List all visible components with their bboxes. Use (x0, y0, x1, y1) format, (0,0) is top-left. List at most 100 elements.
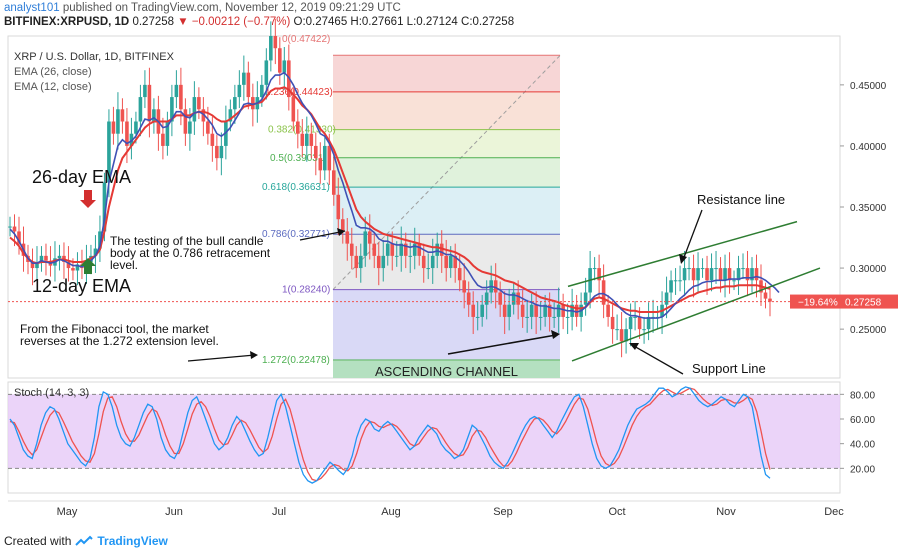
stoch-tick-label: 60.00 (850, 415, 875, 426)
candle-body (763, 292, 768, 299)
bull-candle-note: The testing of the bull candle (110, 234, 264, 248)
candle-body (696, 268, 700, 281)
candle-body (138, 97, 143, 122)
candle-body (327, 145, 332, 171)
candle-body (403, 243, 408, 256)
resistance-channel-line (567, 220, 798, 288)
ascending-channel-box (333, 360, 560, 378)
fib-trend-line (332, 55, 561, 290)
candle-body (705, 268, 709, 281)
candle-body (269, 36, 273, 61)
x-tick-label: Jul (272, 506, 286, 518)
candle-body (412, 243, 417, 256)
candle-body (345, 231, 350, 244)
candle-body (242, 72, 246, 85)
stoch-k-line (9, 386, 771, 484)
fib-level-label: 0.786(0.32771) (262, 229, 330, 240)
candle-body (354, 255, 359, 269)
last-price: 0.27258 (132, 16, 175, 28)
fib-note: From the Fibonacci tool, the market (20, 322, 209, 336)
candle-body (466, 292, 471, 305)
candle-body (381, 255, 386, 269)
candle-body (646, 316, 651, 330)
candle-body (745, 268, 750, 281)
candle-body (520, 304, 525, 317)
candle-body (201, 109, 206, 122)
x-tick-label: Nov (716, 506, 736, 518)
candle-body (183, 109, 188, 134)
author-link[interactable]: analyst101 (4, 2, 60, 14)
candle-body (750, 268, 754, 281)
arrow-head-icon (679, 254, 687, 264)
candle-body (556, 304, 561, 317)
candle-body (125, 121, 129, 146)
price-change: −0.00212 (−0.77%) (191, 16, 291, 28)
up-arrow-icon (80, 258, 96, 274)
candle-body (624, 329, 628, 342)
candle-body (529, 304, 534, 317)
candle-body (543, 304, 547, 317)
candle-body (610, 316, 615, 330)
candle-body (421, 255, 426, 269)
candle-body (516, 292, 520, 305)
fib-level-label: 1(0.28240) (282, 285, 330, 296)
fib-zone (333, 187, 560, 235)
candle-body (273, 36, 278, 49)
fib-level-label: 1.272(0.22478) (262, 355, 330, 366)
ema12-annotation: 12-day EMA (32, 276, 131, 296)
candle-body (444, 255, 449, 269)
candle-body (457, 268, 462, 281)
candle-body (525, 316, 529, 318)
candle-body (673, 280, 678, 282)
candle-body (296, 121, 300, 134)
candle-body (538, 316, 543, 318)
ascending-channel-label: ASCENDING CHANNEL (375, 364, 518, 379)
support-arrow (633, 345, 684, 375)
fib-level-label: 0(0.47422) (282, 34, 330, 45)
price-tick-label: 0.25000 (850, 325, 887, 336)
candle-body (102, 182, 107, 232)
arrow-head-icon (551, 330, 560, 339)
candle-body (502, 304, 507, 317)
candle-body (574, 304, 579, 317)
candle-body (206, 121, 210, 134)
candle-body (219, 145, 224, 159)
candle-body (448, 255, 453, 269)
candle-body (8, 226, 12, 228)
resistance-label: Resistance line (697, 192, 785, 207)
candle-body (376, 255, 381, 269)
tradingview-brand[interactable]: TradingView (97, 534, 168, 548)
candle-body (768, 298, 772, 302)
stoch-tick-label: 40.00 (850, 440, 875, 451)
candle-body (264, 60, 269, 85)
candle-body (12, 226, 17, 232)
candle-body (282, 60, 287, 73)
last-price-value: 0.27258 (845, 298, 882, 309)
candle-body (637, 316, 642, 330)
candle-body (246, 72, 251, 98)
candle-body (39, 255, 44, 262)
candle-body (372, 243, 377, 256)
candle-body (718, 268, 723, 281)
candle-body (408, 255, 413, 257)
x-tick-label: Aug (381, 506, 401, 518)
arrow-head-icon (250, 351, 258, 359)
symbol-label: BITFINEX:XRPUSD, 1D (4, 16, 130, 28)
candle-body (210, 133, 215, 146)
candle-body (682, 268, 687, 281)
candle-body (619, 329, 624, 342)
candle-body (260, 84, 264, 98)
candle-body (44, 255, 48, 261)
candle-body (313, 145, 318, 159)
candle-body (480, 304, 484, 317)
fib-note-arrow (187, 354, 256, 362)
fib-level-label: 1.236(0.44423) (265, 87, 333, 98)
ohlc-values: O:0.27465 H:0.27661 L:0.27124 C:0.27258 (293, 16, 515, 28)
candle-body (75, 264, 80, 271)
candle-body (367, 231, 372, 244)
candle-body (309, 133, 314, 146)
candle-body (552, 316, 556, 318)
candle-body (714, 268, 718, 270)
candle-body (390, 243, 395, 256)
